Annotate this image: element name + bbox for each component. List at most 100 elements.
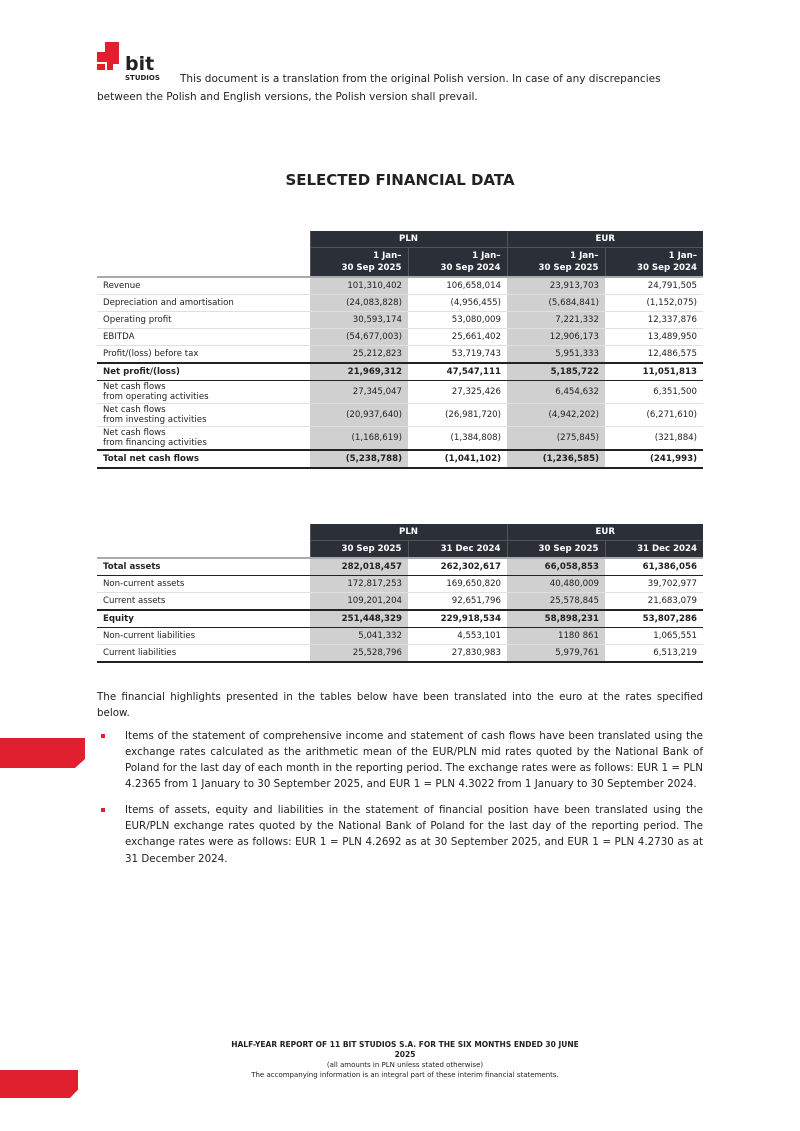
exchange-rate-notes: The financial highlights presented in th… bbox=[97, 689, 703, 876]
cell-value: (26,981,720) bbox=[408, 403, 507, 427]
cell-value: 12,486,575 bbox=[605, 345, 703, 364]
footer-amounts-note: (all amounts in PLN unless stated otherw… bbox=[326, 1061, 484, 1069]
column-header: 1 Jan– 30 Sep 2025 bbox=[506, 247, 605, 278]
cell-value: (5,238,788) bbox=[310, 449, 408, 469]
row-label: Non-current liabilities bbox=[97, 627, 310, 645]
cell-value: 6,351,500 bbox=[605, 380, 703, 404]
cell-value: 58,898,231 bbox=[507, 609, 605, 628]
cell-value: 21,969,312 bbox=[310, 362, 408, 381]
table-row: Current liabilities 25,528,796 27,830,983 5… bbox=[97, 644, 703, 663]
row-label: Revenue bbox=[97, 277, 310, 295]
bullet-income-rates: Items of the statement of comprehensive … bbox=[101, 728, 703, 793]
column-header: 1 Jan– 30 Sep 2024 bbox=[407, 247, 507, 278]
row-label: Total net cash flows bbox=[97, 449, 310, 469]
cell-value: 47,547,111 bbox=[408, 362, 507, 381]
cell-value: 172,817,253 bbox=[310, 575, 408, 593]
table-row: Operating profit 30,593,174 53,080,009 7,22… bbox=[97, 311, 703, 329]
cell-value: 13,489,950 bbox=[605, 328, 703, 346]
column-header: 31 Dec 2024 bbox=[604, 540, 703, 559]
cell-value: (1,152,075) bbox=[605, 294, 703, 312]
cell-value: (24,083,828) bbox=[310, 294, 408, 312]
cell-value: 106,658,014 bbox=[408, 277, 507, 295]
table-row: Current assets 109,201,204 92,651,796 25,57… bbox=[97, 592, 703, 611]
income-cashflow-table: PLN EUR 1 Jan– 30 Sep 2025 1 Jan– 30 Sep 20… bbox=[97, 231, 703, 469]
cell-value: 53,080,009 bbox=[408, 311, 507, 329]
cell-value: 92,651,796 bbox=[408, 592, 507, 611]
cell-value: 262,302,617 bbox=[408, 557, 507, 576]
cell-value: (20,937,640) bbox=[310, 403, 408, 427]
group-header: PLN bbox=[309, 524, 507, 541]
row-label: Operating profit bbox=[97, 311, 310, 329]
table-row: Profit/(loss) before tax 25,212,823 53,719… bbox=[97, 345, 703, 364]
table-row: Net cash flows from financing activities… bbox=[97, 426, 703, 451]
cell-value: 6,513,219 bbox=[605, 644, 703, 663]
table-row: Non-current assets 172,817,253 169,650,820… bbox=[97, 575, 703, 593]
row-label: Net cash flows from operating activities bbox=[97, 380, 310, 404]
cell-value: (6,271,610) bbox=[605, 403, 703, 427]
intro-text: The financial highlights presented in th… bbox=[97, 691, 703, 720]
cell-value: 12,337,876 bbox=[605, 311, 703, 329]
cell-value: 27,325,426 bbox=[408, 380, 507, 404]
cell-value: 5,041,332 bbox=[310, 627, 408, 645]
row-label: Current assets bbox=[97, 592, 310, 611]
cell-value: 6,454,632 bbox=[507, 380, 605, 404]
cell-value: (1,236,585) bbox=[507, 449, 605, 469]
cell-value: 27,830,983 bbox=[408, 644, 507, 663]
company-logo: bit STUDIOS bbox=[97, 42, 160, 82]
row-label: Profit/(loss) before tax bbox=[97, 345, 310, 364]
cell-value: 5,185,722 bbox=[507, 362, 605, 381]
column-header: 30 Sep 2025 bbox=[506, 540, 605, 559]
row-label: EBITDA bbox=[97, 328, 310, 346]
cell-value: 101,310,402 bbox=[310, 277, 408, 295]
decorative-red-tab bbox=[0, 1070, 78, 1098]
group-header: PLN bbox=[309, 231, 507, 248]
group-header: EUR bbox=[506, 524, 703, 541]
column-header: 1 Jan– 30 Sep 2024 bbox=[604, 247, 703, 278]
cell-value: (1,041,102) bbox=[408, 449, 507, 469]
row-label: Net profit/(loss) bbox=[97, 362, 310, 381]
cell-value: (321,884) bbox=[605, 426, 703, 451]
table-row: Non-current liabilities 5,041,332 4,553,10… bbox=[97, 627, 703, 645]
table-row: Net cash flows from operating activities… bbox=[97, 380, 703, 404]
cell-value: 12,906,173 bbox=[507, 328, 605, 346]
cell-value: (1,168,619) bbox=[310, 426, 408, 451]
cell-value: 1,065,551 bbox=[605, 627, 703, 645]
svg-text:STUDIOS: STUDIOS bbox=[125, 74, 160, 82]
cell-value: 61,386,056 bbox=[605, 557, 703, 576]
table-row: Equity 251,448,329 229,918,534 58,898,231 53… bbox=[97, 609, 703, 628]
svg-text:bit: bit bbox=[125, 53, 154, 75]
cell-value: 25,212,823 bbox=[310, 345, 408, 364]
cell-value: 169,650,820 bbox=[408, 575, 507, 593]
table-row: Depreciation and amortisation (24,083,828… bbox=[97, 294, 703, 312]
cell-value: 53,807,286 bbox=[605, 609, 703, 628]
table-row: Total net cash flows (5,238,788) (1,041,10… bbox=[97, 449, 703, 469]
column-header: 31 Dec 2024 bbox=[407, 540, 507, 559]
cell-value: 4,553,101 bbox=[408, 627, 507, 645]
cell-value: 251,448,329 bbox=[310, 609, 408, 628]
cell-value: 1180 861 bbox=[507, 627, 605, 645]
row-label: Current liabilities bbox=[97, 644, 310, 663]
cell-value: (1,384,808) bbox=[408, 426, 507, 451]
financial-position-table: PLN EUR 30 Sep 2025 31 Dec 2024 30 Sep 2025 3… bbox=[97, 524, 703, 663]
translation-note: This document is a translation from the … bbox=[97, 73, 661, 103]
cell-value: 23,913,703 bbox=[507, 277, 605, 295]
footer-title: HALF-YEAR REPORT OF 11 BIT STUDIOS S.A. … bbox=[231, 1040, 579, 1059]
cell-value: 40,480,009 bbox=[507, 575, 605, 593]
cell-value: 25,661,402 bbox=[408, 328, 507, 346]
table-row: Total assets 282,018,457 262,302,617 66,058… bbox=[97, 557, 703, 576]
row-label: Total assets bbox=[97, 557, 310, 576]
cell-value: 53,719,743 bbox=[408, 345, 507, 364]
row-label: Net cash flows from financing activities bbox=[97, 426, 310, 451]
cell-value: 109,201,204 bbox=[310, 592, 408, 611]
cell-value: (275,845) bbox=[507, 426, 605, 451]
cell-value: 24,791,505 bbox=[605, 277, 703, 295]
cell-value: 25,528,796 bbox=[310, 644, 408, 663]
cell-value: (54,677,003) bbox=[310, 328, 408, 346]
cell-value: 66,058,853 bbox=[507, 557, 605, 576]
table-row: EBITDA (54,677,003) 25,661,402 12,906,173 13… bbox=[97, 328, 703, 346]
cell-value: 7,221,332 bbox=[507, 311, 605, 329]
column-header: 1 Jan– 30 Sep 2025 bbox=[309, 247, 408, 278]
page-title: SELECTED FINANCIAL DATA bbox=[285, 171, 515, 189]
footer: HALF-YEAR REPORT OF 11 BIT STUDIOS S.A. … bbox=[0, 1040, 800, 1080]
cell-value: 27,345,047 bbox=[310, 380, 408, 404]
